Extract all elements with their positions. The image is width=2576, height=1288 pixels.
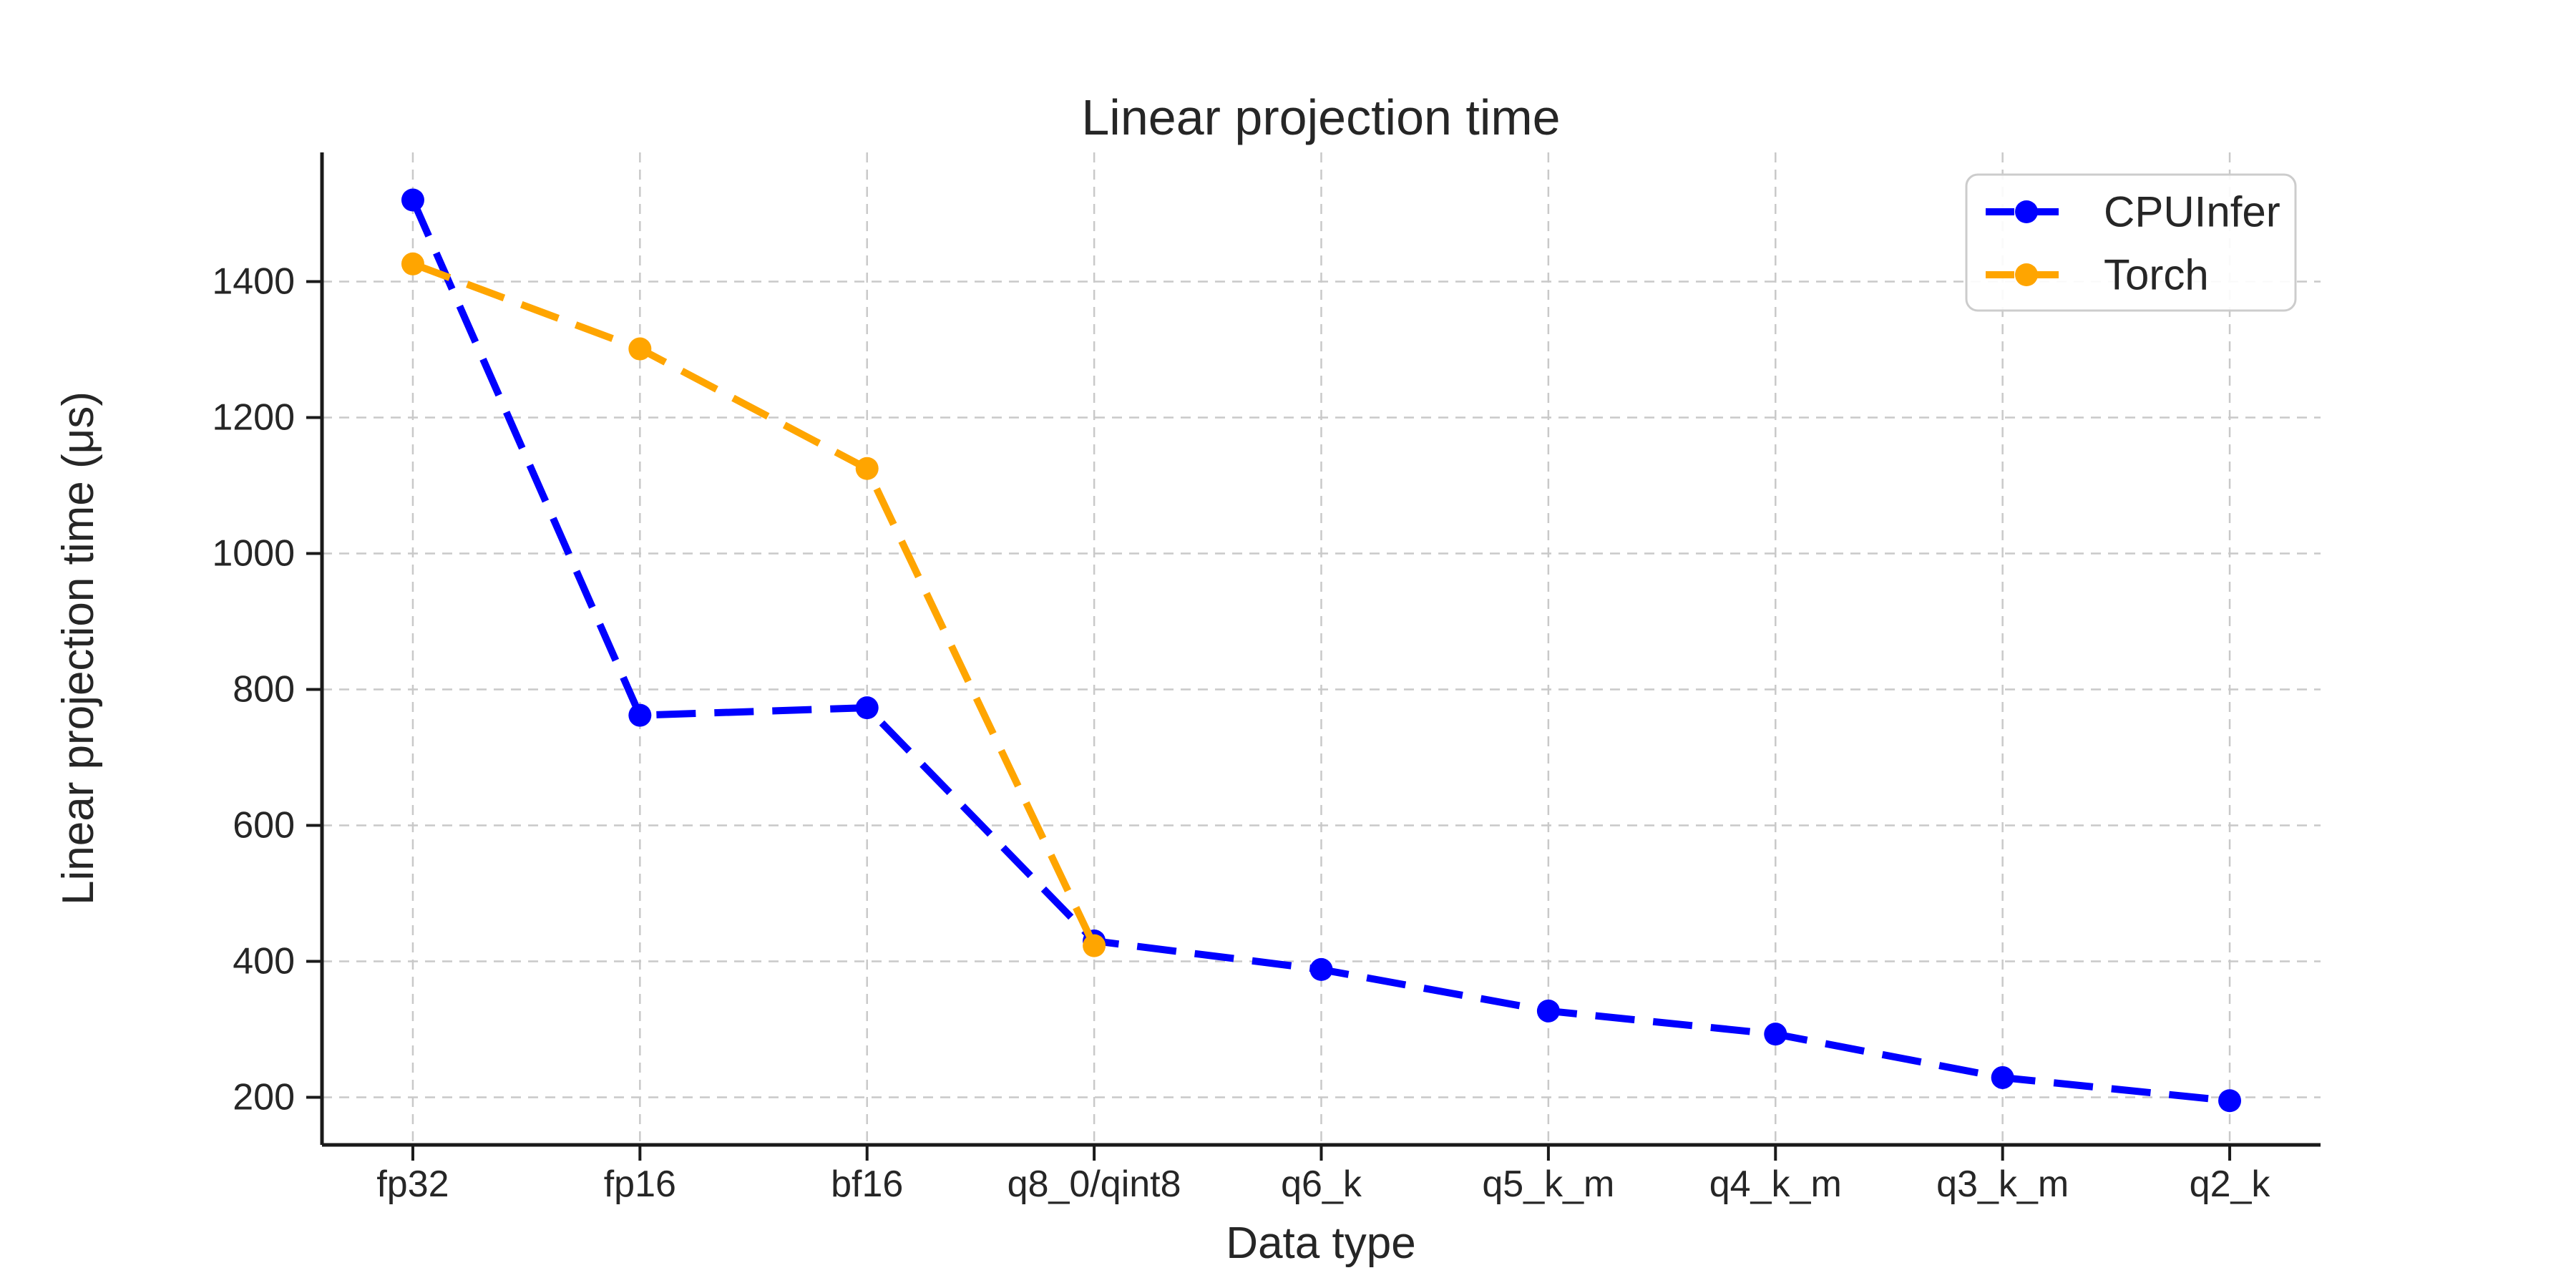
- y-tick-label-1000: 1000: [212, 533, 295, 575]
- series-line-torch: [411, 260, 1098, 947]
- data-point-cpuinfer-fp32: [401, 188, 424, 212]
- data-point-torch-bf16: [855, 457, 879, 480]
- y-tick-label-800: 800: [233, 669, 295, 711]
- x-tick-label-q8_0/qint8: q8_0/qint8: [1008, 1163, 1181, 1205]
- axes-layer: 200 400 600 800 1000 1200 1400 fp32 fp16 bf16 q8_0…: [212, 152, 2321, 1205]
- data-point-cpuinfer-q5_k_m: [1536, 999, 1560, 1023]
- legend-label-torch: Torch: [2104, 251, 2209, 299]
- x-axis-label: Data type: [1226, 1219, 1415, 1268]
- data-point-cpuinfer-fp16: [628, 703, 652, 727]
- x-tick-label-fp32: fp32: [376, 1163, 449, 1205]
- data-point-cpuinfer-q3_k_m: [1991, 1065, 2014, 1089]
- series-layer: [401, 188, 2242, 1113]
- data-point-cpuinfer-bf16: [855, 696, 879, 720]
- x-tick-label-q5_k_m: q5_k_m: [1482, 1163, 1614, 1205]
- y-tick-label-600: 600: [233, 805, 295, 847]
- data-point-cpuinfer-q6_k: [1309, 957, 1333, 981]
- legend: CPUInfer Torch: [1965, 173, 2297, 312]
- legend-marker-cpuinfer: [2015, 200, 2038, 223]
- x-tick-label-bf16: bf16: [831, 1163, 903, 1205]
- legend-marker-torch: [2015, 263, 2038, 286]
- data-point-cpuinfer-q2_k: [2218, 1089, 2242, 1113]
- y-tick-label-400: 400: [233, 941, 295, 982]
- legend-label-cpuinfer: CPUInfer: [2104, 188, 2280, 236]
- x-tick-label-q6_k: q6_k: [1281, 1163, 1362, 1205]
- data-point-torch-fp32: [401, 252, 424, 275]
- y-axis-label: Linear projection time (μs): [54, 391, 103, 905]
- data-point-torch-fp16: [628, 337, 652, 361]
- y-tick-label-1200: 1200: [212, 397, 295, 439]
- y-tick-label-200: 200: [233, 1077, 295, 1118]
- y-tick-label-1400: 1400: [212, 261, 295, 303]
- x-tick-label-q4_k_m: q4_k_m: [1709, 1163, 1842, 1205]
- x-tick-label-q2_k: q2_k: [2190, 1163, 2271, 1205]
- x-tick-label-q3_k_m: q3_k_m: [1936, 1163, 2069, 1205]
- data-point-torch-q8_0/qint8: [1083, 934, 1106, 957]
- x-tick-label-fp16: fp16: [604, 1163, 676, 1205]
- chart-title: Linear projection time: [1081, 89, 1560, 145]
- data-point-cpuinfer-q4_k_m: [1764, 1023, 1787, 1046]
